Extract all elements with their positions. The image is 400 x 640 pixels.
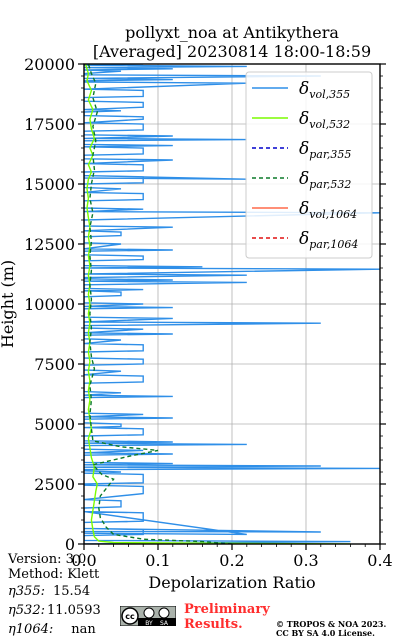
x-tick-label: 0.2 (219, 551, 244, 570)
x-axis-label: Depolarization Ratio (148, 573, 315, 592)
cc-label: cc (125, 612, 135, 621)
y-tick-label: 5000 (34, 415, 75, 434)
legend-label-main: δ (299, 139, 309, 159)
y-tick-label: 2500 (34, 475, 75, 494)
axis-ticks: 0.0 0.1 0.2 0.3 0.4 0 2500 5000 7500 10000 12500 15… (24, 55, 393, 570)
info-version: Version: 3.0 (8, 552, 87, 567)
legend-label: δvol,355 (299, 79, 350, 101)
info-eta532: η532: 11.0593 (8, 603, 101, 618)
legend-label-sub: par,532 (309, 178, 351, 191)
legend-label: δpar,355 (299, 139, 351, 161)
legend-label-sub: par,1064 (309, 238, 358, 251)
legend: δvol,355δvol,532δpar,355δpar,532δvol,106… (245, 71, 373, 259)
preliminary-line1: Preliminary (184, 602, 270, 617)
x-tick-label: 0.4 (367, 551, 392, 570)
x-tick-label: 0.0 (71, 551, 96, 570)
cc-license-icon: cc BY SA (120, 606, 176, 626)
preliminary-line2: Results. (184, 617, 243, 632)
y-tick-label: 17500 (24, 115, 75, 134)
info-eta1064: η1064: nan (8, 622, 96, 637)
legend-label-main: δ (299, 229, 309, 249)
legend-label-sub: vol,532 (309, 118, 350, 131)
series-line--vol-355 (84, 64, 380, 544)
series-line--par-532 (87, 64, 233, 544)
chart-title-line1: pollyxt_noa at Antikythera (125, 23, 339, 42)
info-eta355: η355: 15.54 (8, 584, 90, 599)
y-tick-label: 20000 (24, 55, 75, 74)
eta1064-value: nan (71, 622, 96, 637)
y-tick-label: 15000 (24, 175, 75, 194)
legend-label-sub: vol,1064 (309, 208, 357, 221)
eta1064-label: η1064: (8, 622, 54, 637)
legend-label-main: δ (299, 169, 309, 189)
legend-label: δpar,1064 (299, 229, 358, 251)
copyright-note: © TROPOS & NOA 2023. CC BY SA 4.0 Licens… (276, 620, 386, 638)
eta532-label: η532: (8, 603, 45, 618)
legend-label: δvol,1064 (299, 199, 357, 221)
legend-label-sub: vol,355 (309, 88, 350, 101)
legend-label-sub: par,355 (309, 148, 351, 161)
legend-label-main: δ (299, 79, 309, 99)
copyright-line1: © TROPOS & NOA 2023. (276, 619, 387, 629)
x-tick-label: 0.3 (293, 551, 318, 570)
eta532-value: 11.0593 (46, 603, 101, 618)
copyright-line2: CC BY SA 4.0 License. (276, 628, 375, 638)
y-tick-label: 7500 (34, 355, 75, 374)
series-group (84, 64, 380, 544)
preliminary-results-note: Preliminary Results. (184, 602, 270, 632)
info-method: Method: Klett (8, 567, 100, 582)
y-axis-label: Height (m) (0, 260, 17, 348)
eta355-label: η355: (8, 584, 45, 599)
y-tick-label: 10000 (24, 295, 75, 314)
y-tick-label: 0 (65, 535, 75, 554)
chart-title-line2: [Averaged] 20230814 18:00-18:59 (93, 42, 371, 61)
x-tick-label: 0.1 (145, 551, 170, 570)
legend-label-main: δ (299, 199, 309, 219)
eta355-value: 15.54 (52, 584, 91, 599)
legend-label: δpar,532 (299, 169, 351, 191)
sa-label: SA (160, 620, 169, 626)
by-label: BY (145, 620, 153, 626)
legend-label-main: δ (299, 109, 309, 129)
legend-label: δvol,532 (299, 109, 350, 131)
series-line--vol-532 (84, 64, 351, 544)
y-tick-label: 12500 (24, 235, 75, 254)
